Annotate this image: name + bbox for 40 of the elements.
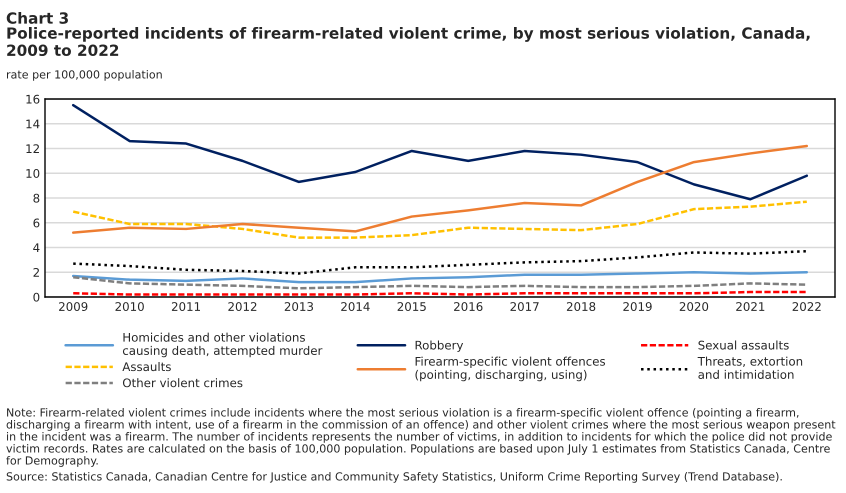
y-tick-label: 14 bbox=[26, 120, 40, 128]
legend-label: Homicides and other violations causing death, attempted murder bbox=[122, 332, 322, 358]
text: Note: Firearm-related violent crimes include incidents where the most serious violation is a firearm-specific violent offence (pointing a firearm, discharging a firearm with intent, use of a firearm in the commission of an offence) and other violent crimes where the most serious weapon present in the incident was a firearm. The number of incidents represents the number of victims, in addition to incidents for which the police did not provide victim records. Rates are calculated on the basis of 100,000 population. Populations are based upon July 1 estimates from Statistics Canada, Centre for Demography. bbox=[6, 408, 836, 467]
y-tick-label: 4 bbox=[33, 243, 40, 252]
x-tick-label: 2017 bbox=[510, 302, 539, 311]
x-tick-label: 2015 bbox=[398, 302, 426, 311]
x-tick-label: 2021 bbox=[736, 302, 764, 311]
chart-title: Chart 3 bbox=[6, 12, 68, 24]
y-tick-label: 12 bbox=[26, 144, 39, 153]
y-tick-label: 10 bbox=[26, 168, 40, 178]
line-series bbox=[72, 144, 808, 234]
y-axis-title: rate per 100,000 population bbox=[7, 70, 162, 81]
legend-label: Firearm-specific violent offences (pointing, discharging, using) bbox=[415, 356, 606, 382]
y-tick-label: 2 bbox=[33, 268, 39, 277]
y-tick-label: 8 bbox=[33, 194, 40, 203]
legend-label: Robbery bbox=[416, 340, 464, 352]
x-tick-label: 2022 bbox=[792, 302, 821, 311]
x-tick-label: 2009 bbox=[59, 302, 88, 311]
legend-label: Other violent crimes bbox=[122, 378, 242, 388]
legend-label: Threats, extortion and intimidation bbox=[698, 356, 802, 379]
x-tick-label: 2018 bbox=[566, 302, 596, 311]
line-series bbox=[72, 250, 808, 275]
legend-label: Assaults bbox=[122, 362, 171, 372]
x-tick-label: 2010 bbox=[115, 302, 144, 311]
x-tick-label: 2014 bbox=[341, 302, 370, 311]
y-tick-label: 16 bbox=[26, 94, 40, 104]
y-tick-label: 0 bbox=[33, 292, 40, 302]
x-tick-label: 2011 bbox=[172, 302, 200, 311]
x-tick-label: 2016 bbox=[454, 302, 482, 311]
y-tick-label: 6 bbox=[33, 218, 40, 228]
x-tick-label: 2012 bbox=[228, 302, 256, 311]
x-tick-label: 2013 bbox=[284, 302, 314, 311]
line-series bbox=[72, 104, 808, 200]
line-series bbox=[72, 271, 808, 284]
x-tick-label: 2019 bbox=[623, 302, 652, 311]
chart-subtitle: Police-reported incidents of firearm-related violent crime, by most serious violation, Canada, 2009 to 2022 bbox=[7, 27, 810, 56]
line-series bbox=[72, 200, 808, 239]
legend-label: Sexual assaults bbox=[698, 340, 789, 350]
source-note: Source: Statistics Canada, Canadian Centre for Justice and Community Safety Statistics, Uniform Crime Reporting Survey (Trend Database). bbox=[6, 472, 782, 483]
x-tick-label: 2020 bbox=[680, 302, 708, 311]
